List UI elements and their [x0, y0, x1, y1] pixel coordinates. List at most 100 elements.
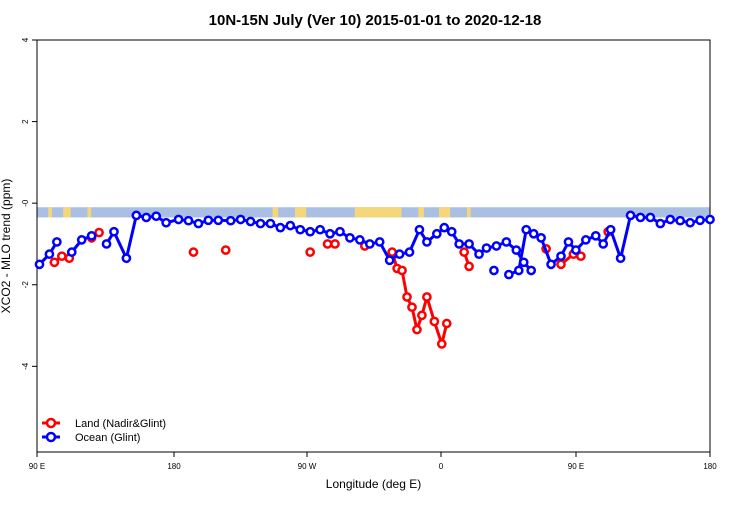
data-point — [647, 214, 654, 221]
data-point — [441, 224, 448, 231]
data-point — [51, 259, 58, 266]
data-point — [406, 249, 413, 256]
data-point — [423, 238, 430, 245]
data-point — [592, 232, 599, 239]
map-strip-land — [355, 207, 402, 217]
data-point — [396, 251, 403, 258]
data-point — [572, 246, 579, 253]
legend-marker — [47, 419, 55, 427]
series-line-segment — [621, 215, 631, 258]
data-point — [58, 253, 65, 260]
data-point — [408, 304, 415, 311]
data-point — [133, 212, 140, 219]
map-strip-land — [63, 207, 70, 217]
data-point — [687, 219, 694, 226]
data-point — [257, 220, 264, 227]
data-point — [153, 213, 160, 220]
data-point — [46, 251, 53, 258]
map-strip-land — [295, 207, 306, 217]
data-point — [143, 214, 150, 221]
data-point — [398, 267, 405, 274]
data-point — [190, 249, 197, 256]
map-strip-land — [273, 207, 279, 217]
data-point — [600, 240, 607, 247]
data-point — [667, 216, 674, 223]
data-point — [78, 236, 85, 243]
data-point — [237, 216, 244, 223]
data-point — [466, 263, 473, 270]
x-tick-label: 90 W — [298, 462, 317, 471]
data-point — [36, 261, 43, 268]
data-point — [307, 249, 314, 256]
x-tick-label: 0 — [439, 462, 444, 471]
data-point — [475, 251, 482, 258]
data-point — [123, 255, 130, 262]
x-tick-label: 180 — [703, 462, 717, 471]
data-point — [88, 232, 95, 239]
data-point — [627, 212, 634, 219]
data-point — [267, 220, 274, 227]
data-point — [222, 246, 229, 253]
data-point — [547, 261, 554, 268]
data-point — [557, 253, 564, 260]
data-point — [515, 267, 522, 274]
data-point — [376, 238, 383, 245]
data-point — [503, 238, 510, 245]
series-0 — [51, 228, 612, 347]
data-point — [205, 217, 212, 224]
data-point — [324, 240, 331, 247]
data-point — [582, 236, 589, 243]
map-strip-land — [87, 207, 91, 217]
data-point — [297, 226, 304, 233]
data-point — [696, 217, 703, 224]
map-strip-land — [48, 207, 52, 217]
map-strip-land — [439, 207, 450, 217]
data-point — [386, 257, 393, 264]
data-point — [277, 224, 284, 231]
data-point — [677, 217, 684, 224]
data-point — [403, 293, 410, 300]
series-1 — [36, 212, 714, 278]
data-point — [215, 217, 222, 224]
data-point — [175, 216, 182, 223]
x-tick-label: 90 E — [29, 462, 45, 471]
data-point — [163, 219, 170, 226]
data-point — [490, 267, 497, 274]
x-axis-label: Longitude (deg E) — [326, 477, 421, 491]
data-point — [331, 240, 338, 247]
data-point — [706, 216, 713, 223]
data-point — [110, 228, 117, 235]
data-point — [413, 326, 420, 333]
data-point — [617, 255, 624, 262]
data-point — [95, 229, 102, 236]
data-point — [185, 217, 192, 224]
data-point — [637, 214, 644, 221]
data-point — [493, 242, 500, 249]
data-point — [418, 312, 425, 319]
legend: Land (Nadir&Glint)Ocean (Glint) — [42, 418, 166, 444]
data-point — [336, 228, 343, 235]
data-point — [448, 228, 455, 235]
data-point — [438, 340, 445, 347]
data-point — [505, 271, 512, 278]
data-point — [607, 226, 614, 233]
x-tick-label: 180 — [167, 462, 181, 471]
legend-marker — [47, 433, 55, 441]
data-point — [287, 222, 294, 229]
y-tick-label: 2 — [21, 119, 30, 124]
data-point — [466, 240, 473, 247]
data-point — [356, 236, 363, 243]
data-point — [443, 320, 450, 327]
y-axis-label: XCO2 - MLO trend (ppm) — [0, 179, 13, 314]
data-point — [416, 226, 423, 233]
data-point — [538, 234, 545, 241]
data-point — [557, 261, 564, 268]
data-point — [657, 220, 664, 227]
chart-title: 10N-15N July (Ver 10) 2015-01-01 to 2020… — [209, 12, 542, 29]
data-point — [366, 240, 373, 247]
data-point — [423, 293, 430, 300]
data-point — [461, 249, 468, 256]
data-point — [68, 249, 75, 256]
y-tick-label: -4 — [21, 362, 30, 370]
